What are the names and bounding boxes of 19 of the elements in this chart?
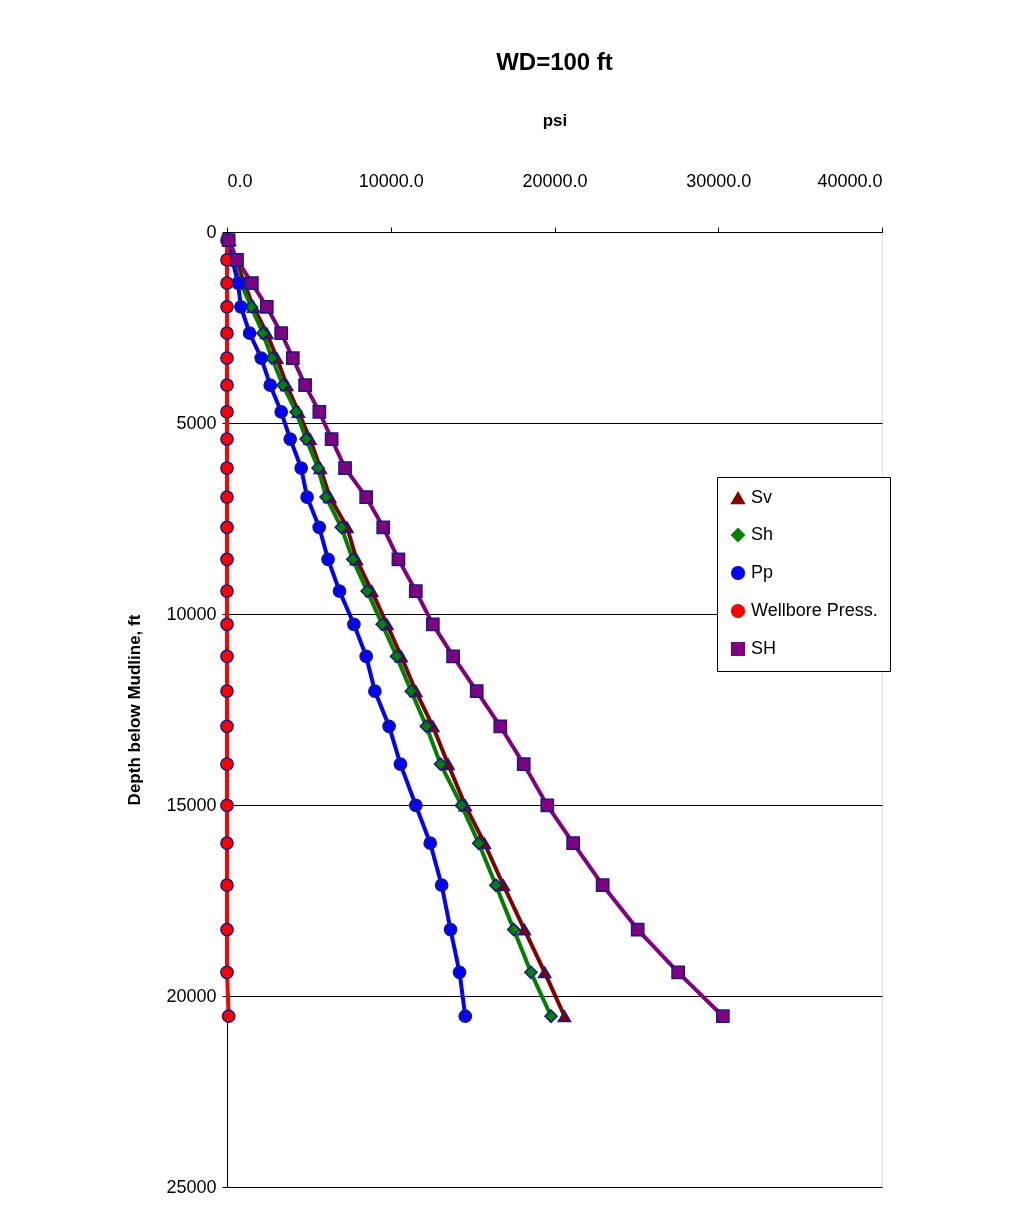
y-axis-title: Depth below Mudline, ft: [125, 614, 145, 806]
y-tick-label: 15000: [166, 794, 217, 815]
legend-label: Sv: [751, 487, 773, 507]
legend-label: SH: [751, 638, 777, 658]
y-tick-label: 5000: [176, 412, 217, 433]
y-tick-label: 0: [206, 221, 217, 242]
legend-label: Pp: [751, 562, 774, 582]
x-tick-label: 30000.0: [686, 170, 752, 191]
chart-title: WD=100 ft: [496, 48, 613, 75]
x-tick-label: 0.0: [227, 170, 253, 191]
y-tick-label: 20000: [166, 985, 217, 1006]
x-tick-label: 10000.0: [358, 170, 424, 191]
x-axis-title: psi: [542, 110, 568, 130]
x-tick-label: 40000.0: [817, 170, 883, 191]
legend-label: Wellbore Press.: [751, 600, 878, 620]
legend-label: Sh: [751, 524, 774, 544]
x-tick-label: 20000.0: [522, 170, 588, 191]
y-tick-label: 10000: [166, 603, 217, 624]
y-tick-label: 25000: [166, 1176, 217, 1197]
